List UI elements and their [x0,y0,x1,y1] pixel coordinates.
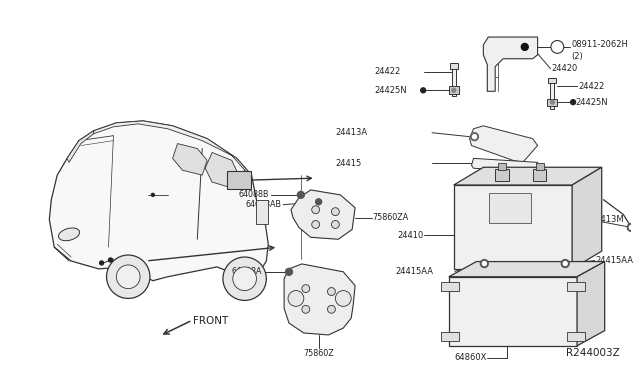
Text: N: N [554,42,560,51]
Polygon shape [572,167,602,269]
Circle shape [332,221,339,228]
FancyBboxPatch shape [449,277,577,346]
Circle shape [312,221,319,228]
FancyBboxPatch shape [548,78,556,83]
Text: 64088A: 64088A [232,267,262,276]
Circle shape [335,291,351,307]
FancyBboxPatch shape [547,99,557,106]
FancyBboxPatch shape [567,282,585,291]
Polygon shape [291,190,355,239]
FancyBboxPatch shape [495,169,509,181]
Text: 75860Z: 75860Z [303,349,334,358]
Ellipse shape [58,228,79,241]
Circle shape [298,192,304,198]
Circle shape [561,260,569,267]
Circle shape [332,208,339,216]
Circle shape [316,199,321,205]
FancyBboxPatch shape [441,332,459,341]
Polygon shape [454,167,602,185]
Circle shape [106,255,150,298]
Circle shape [420,88,426,93]
Text: (2): (2) [571,52,583,61]
Text: 24413M: 24413M [591,215,625,224]
FancyBboxPatch shape [450,63,458,68]
Text: 24415: 24415 [335,159,362,168]
Circle shape [285,268,292,275]
Text: 64088B: 64088B [239,190,269,199]
Circle shape [481,260,488,267]
Circle shape [328,288,335,295]
Polygon shape [49,121,268,281]
Text: 64088AB: 64088AB [245,200,281,209]
FancyBboxPatch shape [550,81,554,109]
FancyBboxPatch shape [498,163,506,170]
Polygon shape [449,262,605,277]
Text: FRONT: FRONT [193,316,228,326]
Circle shape [233,267,257,291]
Polygon shape [284,264,355,335]
Circle shape [152,193,154,196]
Text: 24425N: 24425N [575,98,608,107]
Circle shape [627,224,636,231]
Text: 24415AA: 24415AA [396,267,433,276]
Circle shape [522,44,528,50]
FancyBboxPatch shape [441,282,459,291]
FancyBboxPatch shape [227,171,250,189]
Circle shape [328,305,335,313]
FancyBboxPatch shape [454,185,572,269]
FancyBboxPatch shape [489,193,531,223]
Circle shape [571,100,575,105]
Polygon shape [472,158,539,172]
Text: R244003Z: R244003Z [566,348,620,357]
Text: 08911-2062H: 08911-2062H [571,41,628,49]
Circle shape [100,261,104,265]
Circle shape [452,88,456,92]
Polygon shape [470,126,538,162]
FancyBboxPatch shape [452,67,456,96]
Circle shape [472,135,476,139]
Circle shape [302,305,310,313]
Polygon shape [205,153,239,188]
FancyBboxPatch shape [257,200,268,224]
Circle shape [550,100,554,104]
Text: 64860X: 64860X [454,353,486,362]
Polygon shape [173,144,207,175]
Text: 24410: 24410 [397,231,423,240]
Circle shape [109,258,113,262]
Circle shape [116,265,140,289]
Polygon shape [93,121,252,175]
Text: 24425N: 24425N [375,86,408,95]
Circle shape [563,262,567,266]
Text: 24415AA: 24415AA [596,256,634,265]
Polygon shape [483,37,538,91]
Circle shape [470,133,479,141]
Text: 24420: 24420 [552,64,578,73]
FancyBboxPatch shape [449,86,459,94]
Circle shape [223,257,266,301]
FancyBboxPatch shape [532,169,547,181]
FancyBboxPatch shape [536,163,543,170]
Circle shape [483,262,486,266]
Polygon shape [577,262,605,346]
Circle shape [312,206,319,214]
Circle shape [302,285,310,292]
Text: 24422: 24422 [578,82,604,91]
Polygon shape [67,131,93,162]
Circle shape [288,291,304,307]
FancyBboxPatch shape [567,332,585,341]
Text: 24422: 24422 [375,67,401,76]
Text: 24413A: 24413A [335,128,367,137]
Circle shape [551,41,564,53]
Circle shape [629,225,634,230]
Text: 75860ZA: 75860ZA [373,213,409,222]
